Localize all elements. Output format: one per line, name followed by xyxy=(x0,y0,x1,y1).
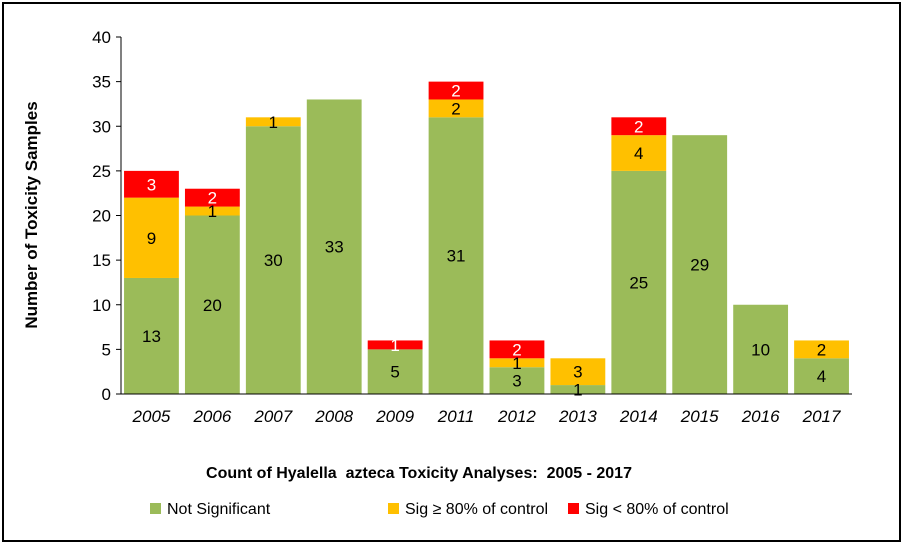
bar-segment-2014-s2 xyxy=(611,117,667,136)
bar-segment-2017-s1 xyxy=(794,340,849,359)
data-label-2012-s1: 1 xyxy=(512,354,521,373)
legend-swatch-s0 xyxy=(150,503,161,514)
y-tick-label: 25 xyxy=(92,162,111,181)
bar-segment-2011-s2 xyxy=(428,81,484,100)
bar-segment-2013-s0 xyxy=(550,385,606,394)
chart-title: Count of Hyalella azteca Toxicity Analys… xyxy=(206,465,632,482)
y-tick-label: 30 xyxy=(92,117,111,136)
data-label-2012-s2: 2 xyxy=(512,340,521,359)
bar-segment-2007-s0 xyxy=(245,126,301,394)
bar-segment-2016-s0 xyxy=(733,304,789,394)
y-tick-label: 20 xyxy=(92,207,111,226)
x-tick-label-2015: 2015 xyxy=(680,407,719,426)
data-label-2007-s1: 1 xyxy=(269,113,278,132)
x-tick-label-2009: 2009 xyxy=(375,407,414,426)
x-tick-label-2017: 2017 xyxy=(802,407,841,426)
data-label-2012-s0: 3 xyxy=(512,372,521,391)
data-label-2014-s2: 2 xyxy=(634,117,643,136)
data-label-2008-s0: 33 xyxy=(325,238,344,257)
x-tick-label-2005: 2005 xyxy=(132,407,171,426)
data-label-2005-s1: 9 xyxy=(147,229,156,248)
legend: Not Significant Sig ≥ 80% of control Sig <… xyxy=(150,501,729,518)
data-label-2006-s0: 20 xyxy=(203,296,222,315)
data-label-2015-s0: 29 xyxy=(690,256,709,275)
data-label-2005-s2: 3 xyxy=(147,175,156,194)
bar-segment-2012-s1 xyxy=(489,358,545,368)
data-label-2013-s1: 3 xyxy=(573,363,582,382)
legend-swatch-s2 xyxy=(568,503,579,514)
y-axis-ticks: 0 5 10 15 20 25 30 35 40 xyxy=(92,28,121,404)
bar-segment-2011-s1 xyxy=(428,99,484,118)
x-tick-label-2007: 2007 xyxy=(253,407,292,426)
bar-segment-2015-s0 xyxy=(672,135,728,395)
x-tick-label-2016: 2016 xyxy=(741,407,780,426)
bar-segment-2009-s2 xyxy=(367,340,423,350)
bar-segment-2005-s0 xyxy=(124,277,179,394)
y-tick-label: 40 xyxy=(92,28,111,47)
data-label-2009-s0: 5 xyxy=(390,363,399,382)
data-label-2006-s1: 1 xyxy=(208,202,217,221)
data-label-2014-s1: 4 xyxy=(634,144,643,163)
data-label-2009-s2: 1 xyxy=(390,336,399,355)
x-axis-ticks: 2005 2006 2007 2008 2009 2011 2012 2013 2014 2015… xyxy=(132,407,841,426)
bar-segment-2006-s1 xyxy=(184,206,240,216)
data-label-2017-s0: 4 xyxy=(817,367,826,386)
bar-segment-2005-s2 xyxy=(124,170,179,198)
data-label-2011-s2: 2 xyxy=(451,82,460,101)
bar-segment-2012-s0 xyxy=(489,367,545,394)
data-label-2014-s0: 25 xyxy=(629,273,648,292)
data-label-2007-s0: 30 xyxy=(264,251,283,270)
legend-label-s1: Sig ≥ 80% of control xyxy=(405,501,548,518)
x-tick-label-2013: 2013 xyxy=(558,407,597,426)
y-tick-label: 0 xyxy=(102,385,111,404)
legend-label-s0: Not Significant xyxy=(167,501,271,518)
bar-segment-2014-s0 xyxy=(611,170,667,394)
data-label-2006-s2: 2 xyxy=(208,189,217,208)
y-axis-label: Number of Toxicity Samples xyxy=(22,101,41,328)
x-tick-label-2012: 2012 xyxy=(497,407,536,426)
bar-segment-2006-s2 xyxy=(184,188,240,207)
bar-segment-2017-s0 xyxy=(794,358,849,394)
bar-segment-2009-s0 xyxy=(367,349,423,394)
y-tick-label: 15 xyxy=(92,251,111,270)
x-tick-label-2008: 2008 xyxy=(314,407,353,426)
x-tick-label-2011: 2011 xyxy=(437,407,475,426)
bar-segment-2006-s0 xyxy=(184,215,240,394)
y-tick-label: 5 xyxy=(102,340,111,359)
x-tick-label-2006: 2006 xyxy=(192,407,231,426)
data-label-2011-s0: 31 xyxy=(447,247,466,266)
data-label-2011-s1: 2 xyxy=(451,99,460,118)
y-tick-label: 35 xyxy=(92,73,111,92)
data-label-2016-s0: 10 xyxy=(751,340,770,359)
legend-label-s2: Sig < 80% of control xyxy=(585,501,729,518)
data-label-2017-s1: 2 xyxy=(817,340,826,359)
bar-segment-2013-s1 xyxy=(550,358,606,386)
legend-swatch-s1 xyxy=(388,503,399,514)
bar-segment-2005-s1 xyxy=(124,197,179,278)
bar-segment-2011-s0 xyxy=(428,117,484,394)
bar-segment-2012-s2 xyxy=(489,340,545,359)
bar-segment-2007-s1 xyxy=(245,117,301,127)
bars-layer xyxy=(124,81,849,395)
x-tick-label-2014: 2014 xyxy=(619,407,658,426)
bar-segment-2014-s1 xyxy=(611,135,667,171)
bar-segment-2008-s0 xyxy=(306,99,362,394)
data-label-2005-s0: 13 xyxy=(142,327,161,346)
data-label-2013-s0: 1 xyxy=(573,381,582,400)
y-tick-label: 10 xyxy=(92,296,111,315)
